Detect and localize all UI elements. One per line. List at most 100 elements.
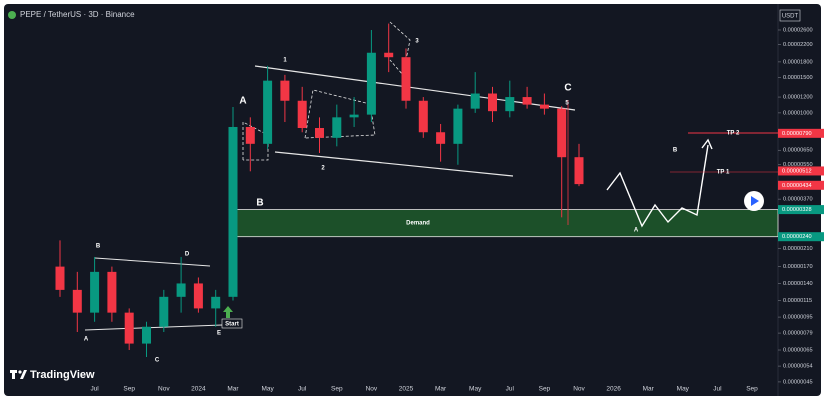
y-tick-label: 0.00001200 (783, 95, 813, 101)
y-tick-label: 0.00000210 (783, 246, 813, 252)
candle-body (55, 266, 65, 290)
y-tick-label: 0.00002200 (783, 42, 813, 48)
currency-label: USDT (782, 14, 799, 20)
x-tick-label: Mar (227, 386, 239, 393)
start-box (221, 318, 243, 329)
candle-body (90, 271, 100, 313)
x-tick-label: Mar (435, 386, 447, 393)
candle-body (349, 114, 359, 118)
currency-box (779, 9, 801, 22)
price-label: 0.00000512 (782, 168, 812, 174)
candle-body (263, 80, 273, 144)
annotation: 3 (415, 39, 419, 45)
annotation: B (96, 244, 101, 250)
y-tick-label: 0.00000370 (783, 197, 813, 203)
y-tick-label: 0.00000095 (783, 315, 813, 321)
candle-body (401, 57, 411, 101)
price-label: 0.00000328 (782, 207, 812, 213)
x-tick-label: 2025 (399, 386, 414, 393)
logo-mark (18, 370, 22, 374)
x-tick-label: Sep (539, 386, 551, 393)
price-label-box (778, 166, 824, 176)
logo-mark (12, 370, 15, 379)
y-tick-label: 0.00000079 (783, 331, 813, 337)
x-tick-label: May (677, 386, 690, 393)
trend-line (274, 151, 514, 177)
annotation: C (155, 358, 160, 364)
candle-body (193, 283, 203, 309)
candle-body (228, 126, 238, 297)
annotation: B (256, 198, 263, 209)
projection-path (606, 144, 709, 228)
candle-body (366, 52, 376, 115)
start-arrow (223, 306, 233, 318)
candle-body (488, 93, 497, 112)
y-tick-label: 0.00001000 (783, 110, 813, 116)
chart-title: PEPE / TetherUS · 3D · Binance (20, 10, 135, 19)
candle-body (72, 289, 82, 313)
candle-body (280, 80, 290, 101)
y-tick-label: 0.00000170 (783, 264, 813, 270)
candle-body (297, 100, 307, 129)
annotation: TP 1 (717, 170, 730, 176)
trend-line (84, 324, 223, 331)
annotation: A (84, 337, 89, 343)
y-tick-label: 0.00000045 (783, 379, 813, 385)
candle-body (107, 271, 117, 313)
symbol-icon (8, 11, 16, 19)
projection-arrow (701, 138, 713, 150)
x-tick-label: May (469, 386, 482, 393)
price-label: 0.00000790 (782, 131, 812, 137)
annotation: D (185, 252, 190, 258)
candle-body (436, 132, 446, 144)
annotation: A (634, 228, 639, 234)
annotation: 1 (283, 58, 287, 64)
annotation: B (673, 148, 678, 154)
price-label-box (778, 205, 824, 215)
x-tick-label: 2024 (191, 386, 206, 393)
chart-background (4, 4, 821, 396)
candle-body (418, 100, 428, 133)
annotation: Demand (406, 221, 430, 227)
candle-body (522, 97, 532, 105)
annotation: 2 (321, 166, 325, 172)
y-tick-label: 0.00000065 (783, 347, 813, 353)
annotation: A (239, 96, 246, 107)
y-tick-label: 0.00000140 (783, 281, 813, 287)
trend-line (94, 257, 211, 267)
x-tick-label: Nov (158, 386, 170, 393)
x-tick-label: Jul (90, 386, 99, 393)
candle-body (142, 326, 151, 344)
trend-line (254, 65, 576, 111)
y-tick-label: 0.00000115 (783, 298, 812, 304)
x-tick-label: Sep (123, 386, 135, 393)
x-tick-label: Jul (506, 386, 515, 393)
candle-body (245, 126, 255, 144)
y-tick-label: 0.00001500 (783, 75, 813, 81)
x-tick-label: Nov (573, 386, 585, 393)
candle-body (539, 104, 549, 109)
candle-body (470, 93, 480, 109)
candle-body (332, 117, 342, 138)
y-tick-label: 0.00000650 (783, 148, 813, 154)
candle-body (159, 296, 169, 327)
x-tick-label: 2026 (606, 386, 621, 393)
y-tick-label: 0.00000054 (783, 364, 813, 370)
annotation: E (217, 331, 221, 337)
candle-body (453, 108, 463, 144)
candle-body (384, 52, 394, 58)
candle-body (557, 108, 567, 158)
y-tick-label: 0.00000550 (783, 162, 813, 168)
price-label-box (778, 128, 824, 138)
pattern-box (389, 21, 411, 76)
x-tick-label: Sep (331, 386, 343, 393)
price-label-box (778, 232, 824, 242)
candle-body (124, 312, 134, 344)
y-tick-label: 0.00002600 (783, 27, 813, 33)
candle-body (211, 296, 221, 309)
x-tick-label: May (261, 386, 274, 393)
drawings (8, 11, 779, 379)
price-label-box (778, 180, 824, 190)
logo-text: TradingView (30, 369, 95, 381)
